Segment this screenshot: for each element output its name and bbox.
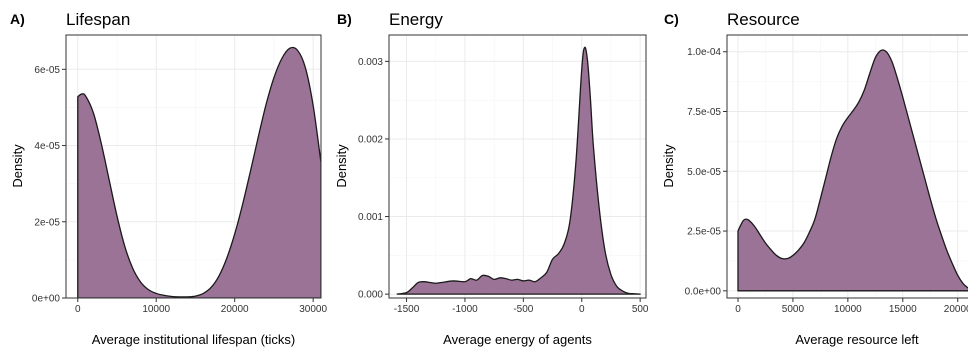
panel-background bbox=[388, 34, 647, 299]
panel-title: Lifespan bbox=[66, 10, 130, 29]
y-tick-label: 2e-05 bbox=[34, 217, 60, 228]
y-axis-title: Density bbox=[661, 144, 676, 188]
x-tick-label: 10000 bbox=[834, 304, 862, 315]
x-tick-label: -1500 bbox=[394, 304, 420, 315]
x-tick-label: 15000 bbox=[889, 304, 917, 315]
panel-letter: C) bbox=[664, 11, 679, 27]
y-tick-label: 0.002 bbox=[358, 134, 383, 145]
x-axis-title: Average energy of agents bbox=[443, 332, 592, 347]
panel-title: Resource bbox=[727, 10, 800, 29]
y-tick-label: 7.5e-05 bbox=[687, 107, 721, 118]
y-tick-label: 0.0e+00 bbox=[685, 286, 722, 297]
y-tick-label: 6e-05 bbox=[34, 65, 60, 76]
panel-title: Energy bbox=[389, 10, 443, 29]
panel-border bbox=[388, 34, 647, 299]
y-axis-title: Density bbox=[10, 144, 25, 188]
panel-letter: A) bbox=[10, 11, 25, 27]
plot-area: -1500 -1000 -500 0 500 0.000 0.001 0.002 0.003 bbox=[358, 34, 649, 315]
x-tick-label: -1000 bbox=[452, 304, 478, 315]
y-tick-label: 0.000 bbox=[358, 290, 383, 301]
y-tick-label: 4e-05 bbox=[34, 141, 60, 152]
x-tick-label: 0 bbox=[579, 304, 585, 315]
x-tick-label: 20000 bbox=[944, 304, 968, 315]
density-area bbox=[737, 49, 968, 292]
x-tick-label: 0 bbox=[75, 304, 81, 315]
plot-area: 0 10000 20000 30000 0e+00 2e-05 4e-05 6e-05 bbox=[32, 34, 327, 315]
x-tick-label: 10000 bbox=[142, 304, 170, 315]
y-tick-label: 1.0e-04 bbox=[687, 47, 721, 58]
x-axis-title: Average institutional lifespan (ticks) bbox=[92, 332, 296, 347]
density-area bbox=[77, 46, 321, 298]
panel-border bbox=[726, 34, 968, 299]
plot-area: 0 5000 10000 15000 20000 0.0e+00 2.5e-05 5.0e-0… bbox=[685, 34, 968, 315]
y-axis-title: Density bbox=[334, 144, 349, 188]
panel-lifespan: A) Lifespan 0 10000 20000 30000 0e+00 2e-05 4e… bbox=[10, 10, 327, 347]
density-area bbox=[396, 46, 641, 295]
x-tick-label: 20000 bbox=[221, 304, 249, 315]
x-tick-label: 0 bbox=[735, 304, 741, 315]
panel-border bbox=[65, 34, 322, 299]
panel-letter: B) bbox=[337, 11, 352, 27]
x-tick-label: 5000 bbox=[782, 304, 805, 315]
y-tick-label: 5.0e-05 bbox=[687, 167, 721, 178]
x-axis-title: Average resource left bbox=[795, 332, 919, 347]
x-tick-label: -500 bbox=[513, 304, 533, 315]
y-tick-label: 0.003 bbox=[358, 57, 383, 68]
y-tick-label: 0e+00 bbox=[32, 294, 61, 305]
x-tick-label: 500 bbox=[632, 304, 649, 315]
y-tick-label: 0.001 bbox=[358, 212, 383, 223]
x-tick-label: 30000 bbox=[299, 304, 327, 315]
panel-resource: C) Resource 0 5000 10000 15000 20000 0.0e+00 2… bbox=[661, 10, 968, 347]
y-tick-label: 2.5e-05 bbox=[687, 227, 721, 238]
panel-energy: B) Energy -1500 -1000 -500 0 500 0.000 0.001 0.… bbox=[334, 10, 649, 347]
